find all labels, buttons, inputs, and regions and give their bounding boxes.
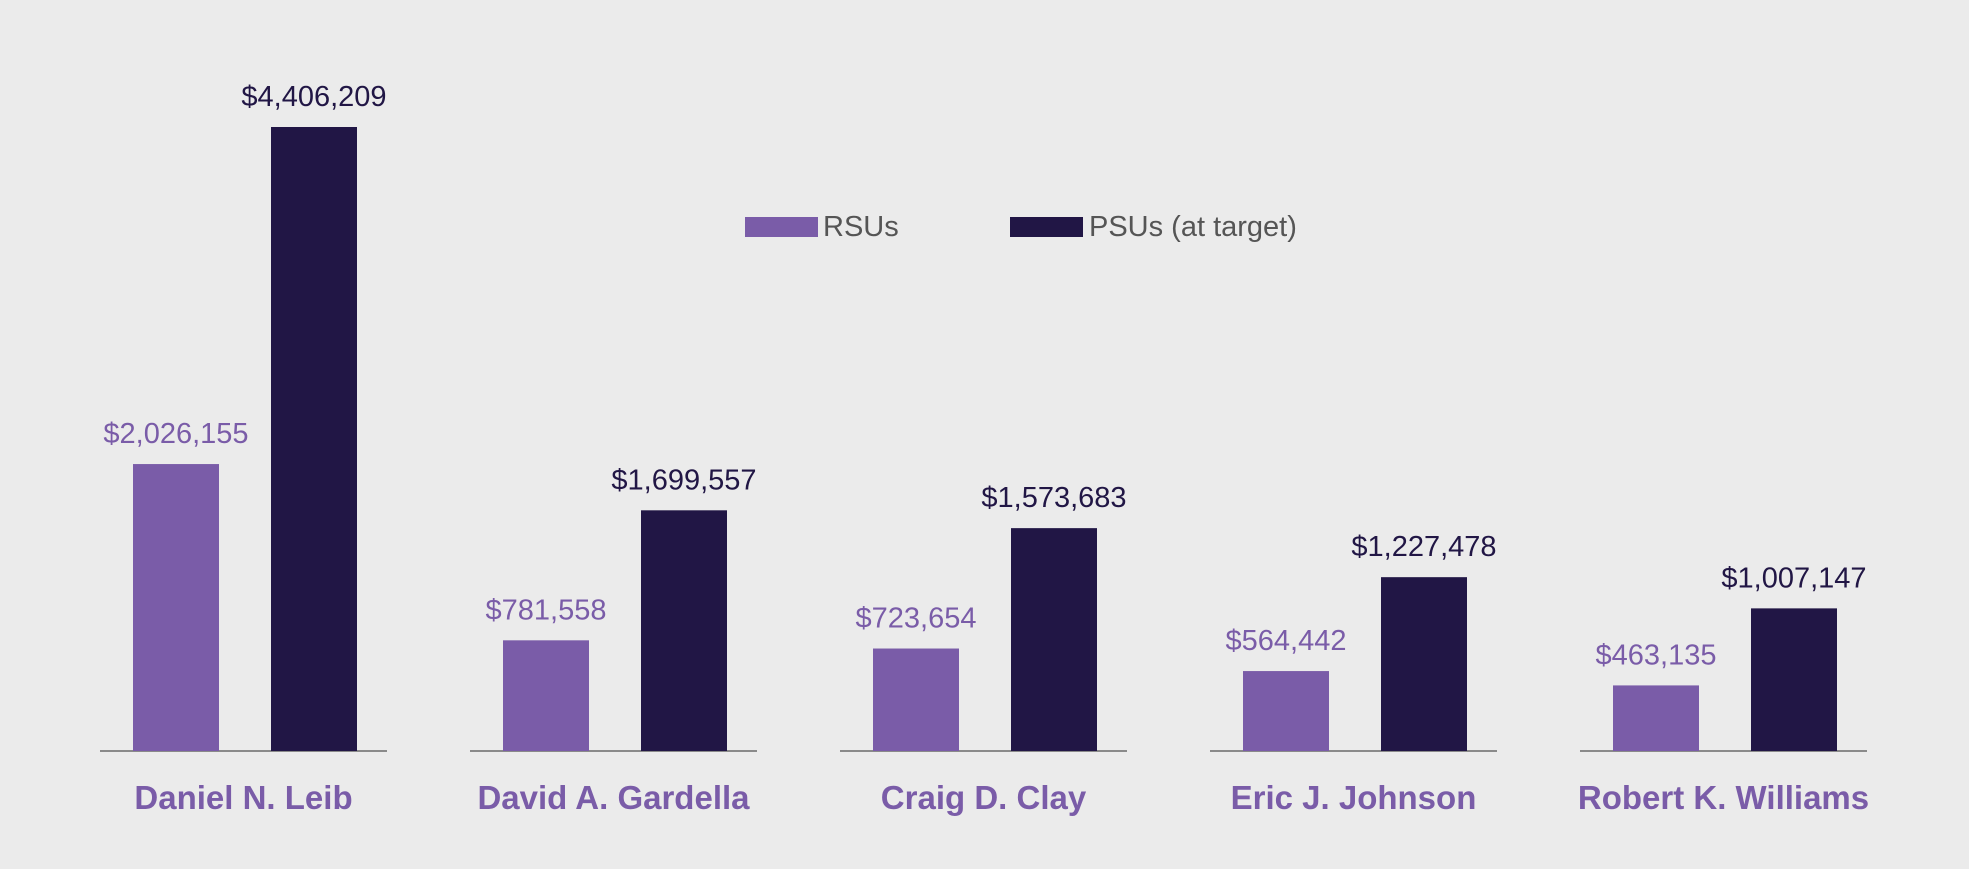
legend-swatch-psus (1010, 217, 1083, 237)
legend-label-rsus: RSUs (823, 211, 899, 243)
bar-rsus (1613, 685, 1699, 751)
bar-rsus (133, 464, 219, 751)
bar-rsus (873, 648, 959, 751)
bar-rsus (503, 640, 589, 751)
value-label: $781,558 (486, 594, 607, 626)
value-label: $1,699,557 (611, 464, 756, 496)
value-label: $2,026,155 (103, 418, 248, 450)
category-label: Eric J. Johnson (1231, 779, 1477, 816)
legend: RSUs PSUs (at target) (745, 211, 1297, 243)
category-label: Craig D. Clay (881, 779, 1087, 816)
value-label: $564,442 (1226, 625, 1347, 657)
label-group: $2,026,155 $4,406,209 $781,558 $1,699,55… (103, 81, 1869, 816)
value-label: $463,135 (1596, 639, 1717, 671)
category-label: David A. Gardella (477, 779, 750, 816)
bar-psus (1011, 528, 1097, 751)
bar-psus (1381, 577, 1467, 751)
category-label: Daniel N. Leib (134, 779, 352, 816)
bar-psus (271, 127, 357, 751)
category-label: Robert K. Williams (1578, 779, 1869, 816)
bar-psus (641, 510, 727, 751)
value-label: $1,007,147 (1721, 562, 1866, 594)
bar-group (133, 127, 1837, 751)
bar-psus (1751, 608, 1837, 751)
value-label: $4,406,209 (241, 81, 386, 113)
value-label: $723,654 (856, 603, 977, 635)
legend-label-psus: PSUs (at target) (1089, 211, 1297, 243)
value-label: $1,227,478 (1351, 531, 1496, 563)
legend-swatch-rsus (745, 217, 818, 237)
bar-rsus (1243, 671, 1329, 751)
value-label: $1,573,683 (981, 482, 1126, 514)
